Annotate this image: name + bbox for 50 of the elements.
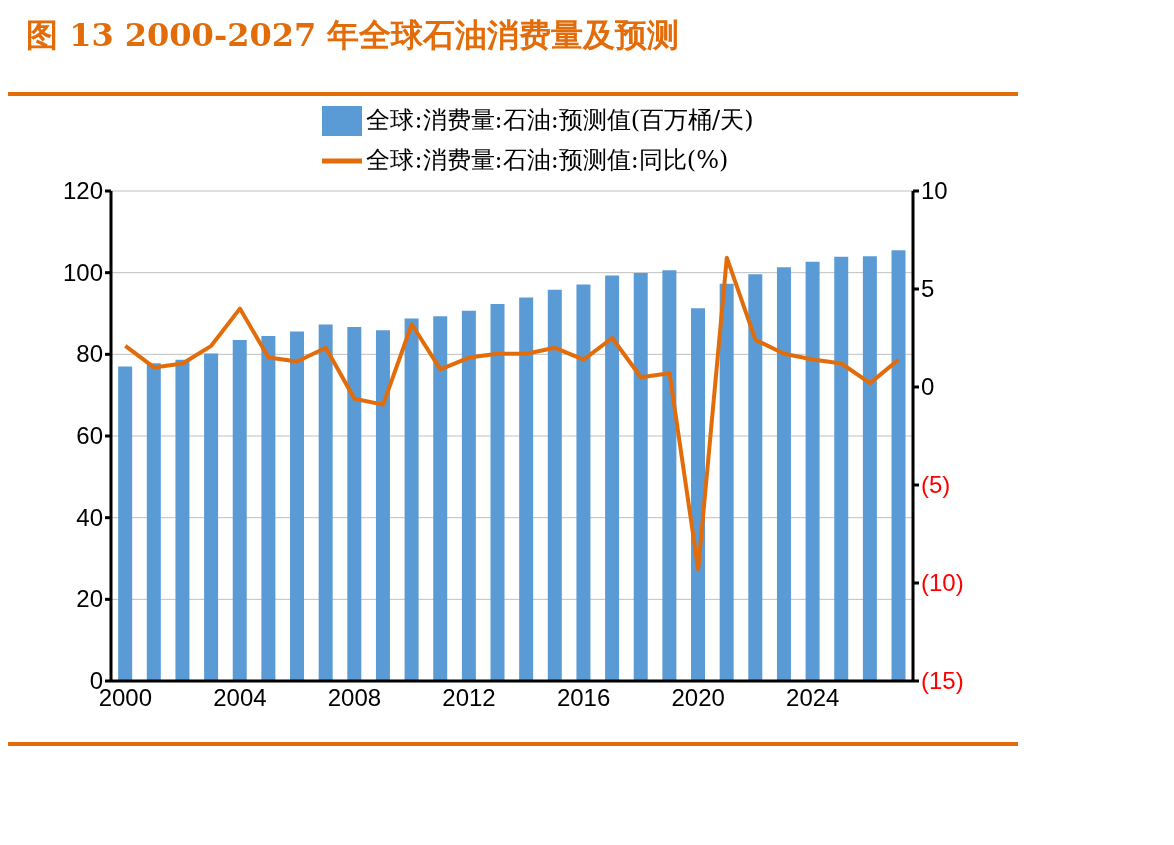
y-tick-label: 20 <box>76 585 103 613</box>
bar <box>862 256 877 681</box>
bar <box>748 274 763 681</box>
bar <box>290 331 305 681</box>
bar <box>891 250 906 681</box>
bar <box>805 261 820 681</box>
x-tick-label: 2004 <box>213 684 267 712</box>
y-tick-label: 60 <box>76 422 103 449</box>
bar <box>375 330 390 681</box>
y-tick-label: 100 <box>62 258 103 286</box>
bar <box>433 316 448 681</box>
bar <box>519 297 534 681</box>
y-tick-label: 40 <box>76 503 103 531</box>
bar <box>261 335 276 681</box>
bar <box>719 283 734 681</box>
bar <box>633 273 648 681</box>
y2-tick-label: 5 <box>921 275 935 302</box>
x-tick-label: 2020 <box>671 684 725 712</box>
y-tick-label: 80 <box>76 340 103 368</box>
bar <box>834 256 849 681</box>
legend-label: 全球:消费量:石油:预测值(百万桶/天) <box>366 105 754 134</box>
x-tick-label: 2024 <box>786 684 840 712</box>
y2-tick-label: (5) <box>921 471 951 498</box>
bar <box>776 267 791 681</box>
bar <box>146 363 161 681</box>
bar <box>691 308 706 681</box>
x-tick-label: 2012 <box>442 684 496 712</box>
bar <box>347 326 362 681</box>
y-tick-label: 120 <box>62 177 103 204</box>
y2-tick-label: 0 <box>921 373 935 400</box>
bar <box>175 359 190 681</box>
bar <box>662 270 677 681</box>
x-tick-label: 2016 <box>556 684 611 712</box>
bar <box>461 310 476 681</box>
bar <box>318 324 333 681</box>
x-tick-label: 2008 <box>327 684 382 712</box>
y2-tick-label: 10 <box>921 177 948 204</box>
bar <box>118 366 133 681</box>
bar <box>490 304 505 681</box>
bar <box>605 275 620 681</box>
bar <box>404 318 419 681</box>
bar <box>232 340 247 681</box>
legend-label: 全球:消费量:石油:预测值:同比(%) <box>366 145 729 174</box>
line-series <box>123 255 901 572</box>
y2-tick-label: (15) <box>921 667 964 694</box>
bar <box>204 353 219 681</box>
chart-title: 图 13 2000-2027 年全球石油消费量及预测 <box>25 15 681 56</box>
bar <box>547 289 562 681</box>
bar <box>576 284 591 681</box>
y2-tick-label: (10) <box>921 569 964 596</box>
